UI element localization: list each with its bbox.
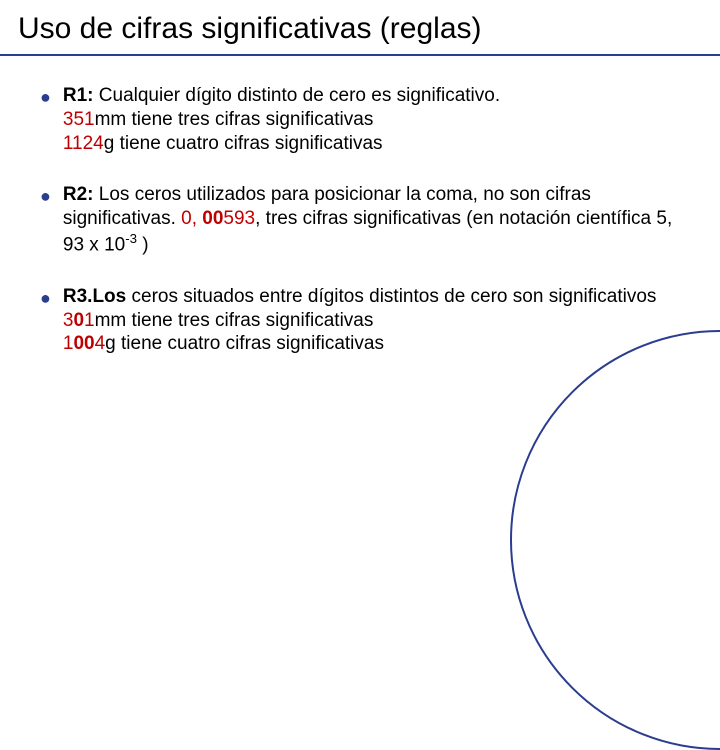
bullet-text: R3.Los ceros situados entre dígitos dist… [63,285,657,356]
hl-bold: 00 [73,333,94,354]
sci-close: ) [137,234,149,255]
hl: 1124 [63,133,104,154]
page-title: Uso de cifras significativas (reglas) [18,12,720,46]
bullet-text: R1: Cualquier dígito distinto de cero es… [63,84,500,155]
rest: g tiene cuatro cifras significativas [104,133,383,154]
rule-label: R1: [63,85,94,106]
rest: mm tiene tres cifras significativas [95,109,374,130]
hl-bold: 0 [73,310,84,331]
bullet-r3: ● R3.Los ceros situados entre dígitos di… [40,285,680,356]
hl-pre: 0, [181,208,202,229]
title-rule [0,54,720,56]
rule-lead: ceros situados entre dígitos distintos d… [126,286,656,307]
rule-label: R3. [63,286,93,307]
bullet-icon: ● [40,287,51,356]
bullet-text: R2: Los ceros utilizados para posicionar… [63,183,680,257]
hl: 351 [63,109,95,130]
bullet-r1: ● R1: Cualquier dígito distinto de cero … [40,84,680,155]
title-block: Uso de cifras significativas (reglas) [0,0,720,46]
rule-lead: Cualquier dígito distinto de cero es sig… [94,85,501,106]
hl-post: 1 [84,310,95,331]
hl-pre: 1 [63,333,74,354]
tail: , tres cifras significativas (en notació… [255,208,656,229]
hl-post: 4 [95,333,106,354]
rest: g tiene cuatro cifras significativas [105,333,384,354]
hl-bold: 00 [202,208,223,229]
content: ● R1: Cualquier dígito distinto de cero … [40,84,680,384]
sci-sup: -3 [125,231,137,246]
hl-suf: 593 [223,208,255,229]
rest: mm tiene tres cifras significativas [95,310,374,331]
slide: Uso de cifras significativas (reglas) ● … [0,0,720,540]
bullet-icon: ● [40,185,51,257]
corner-arc [510,330,720,750]
rule-lead-bold: Los [92,286,126,307]
bullet-icon: ● [40,86,51,155]
bullet-r2: ● R2: Los ceros utilizados para posicion… [40,183,680,257]
hl-pre: 3 [63,310,74,331]
rule-label: R2: [63,184,94,205]
